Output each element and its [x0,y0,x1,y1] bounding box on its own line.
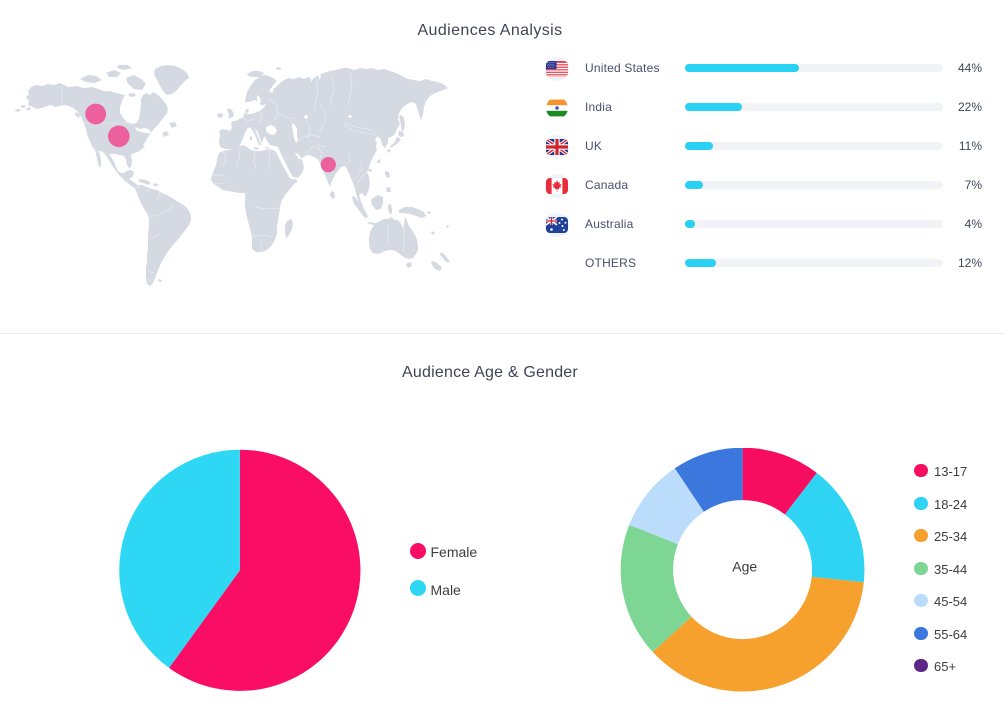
svg-text:Age: Age [732,559,757,575]
